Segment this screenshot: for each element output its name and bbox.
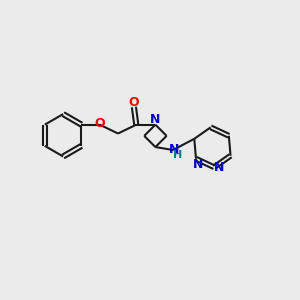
Text: O: O bbox=[129, 96, 139, 109]
Text: O: O bbox=[94, 117, 105, 130]
Text: N: N bbox=[193, 158, 204, 171]
Text: N: N bbox=[169, 143, 179, 156]
Text: N: N bbox=[150, 113, 161, 126]
Text: N: N bbox=[214, 161, 225, 174]
Text: H: H bbox=[173, 150, 182, 160]
